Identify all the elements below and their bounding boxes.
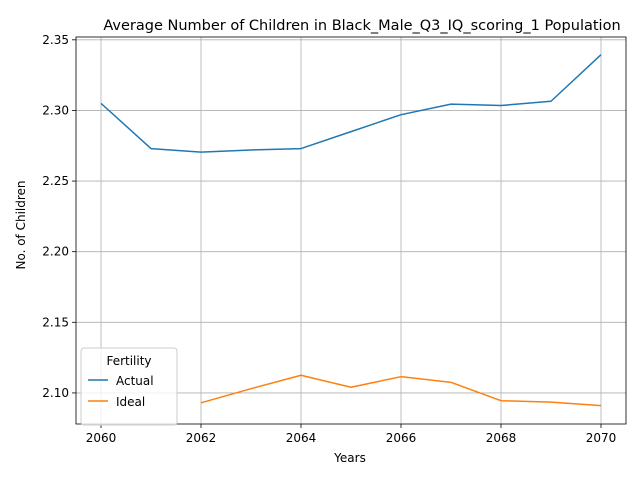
x-tick-label: 2070 xyxy=(586,431,617,445)
legend-label-ideal: Ideal xyxy=(116,395,145,409)
series-lines xyxy=(100,54,602,407)
x-tick-label: 2060 xyxy=(86,431,117,445)
legend-box xyxy=(80,347,178,426)
x-tick-label: 2062 xyxy=(186,431,217,445)
y-tick-label: 2.35 xyxy=(42,33,69,47)
y-tick-label: 2.25 xyxy=(42,174,69,188)
chart-title: Average Number of Children in Black_Male… xyxy=(103,18,620,34)
x-tick-label: 2066 xyxy=(386,431,417,445)
axis-ticks: 2060 2062 2064 2066 2068 2070 2.10 2.15 2.20 2.25… xyxy=(42,33,616,445)
y-axis-label: No. of Children xyxy=(14,180,28,269)
x-axis-label: Years xyxy=(333,451,366,465)
y-tick-label: 2.30 xyxy=(42,103,69,117)
y-tick-label: 2.15 xyxy=(42,315,69,329)
series-line-ideal xyxy=(200,374,602,407)
y-tick-label: 2.20 xyxy=(42,245,69,259)
plot-area-frame xyxy=(75,36,627,425)
series-line-actual xyxy=(100,54,602,153)
y-tick-label: 2.10 xyxy=(42,386,69,400)
legend: Fertility Actual Ideal xyxy=(80,347,178,426)
legend-title: Fertility xyxy=(106,354,151,368)
x-tick-label: 2064 xyxy=(286,431,317,445)
legend-label-actual: Actual xyxy=(116,374,154,388)
x-tick-label: 2068 xyxy=(486,431,517,445)
